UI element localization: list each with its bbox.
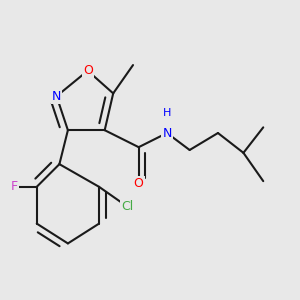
Text: N: N xyxy=(52,90,61,103)
Text: H: H xyxy=(163,108,171,118)
Text: N: N xyxy=(162,127,172,140)
Text: O: O xyxy=(83,64,93,77)
Text: O: O xyxy=(134,178,144,190)
Text: Cl: Cl xyxy=(121,200,134,213)
Text: F: F xyxy=(11,180,18,193)
